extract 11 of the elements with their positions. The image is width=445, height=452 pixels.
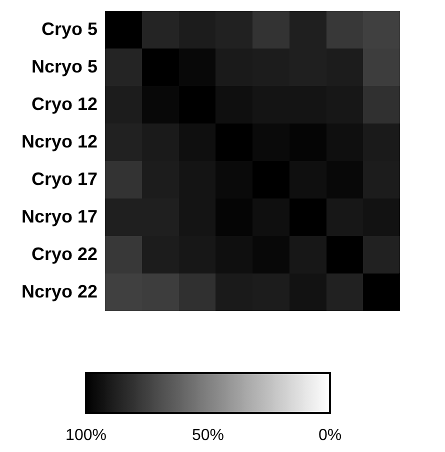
y-tick-label: Ncryo 22 bbox=[21, 281, 98, 302]
y-tick-label: Cryo 12 bbox=[31, 94, 98, 114]
y-tick-label: Ncryo 12 bbox=[21, 131, 98, 152]
color-bar-label: 100% bbox=[66, 427, 106, 444]
y-tick-label: Ncryo 5 bbox=[31, 56, 98, 76]
color-bar-label: 50% bbox=[192, 427, 224, 444]
y-tick-label: Cryo 5 bbox=[41, 18, 98, 39]
y-tick-label: Ncryo 17 bbox=[21, 206, 98, 226]
y-tick-label: Cryo 17 bbox=[31, 168, 98, 189]
color-bar-label: 0% bbox=[318, 427, 342, 444]
y-tick-label: Cryo 22 bbox=[31, 244, 98, 264]
